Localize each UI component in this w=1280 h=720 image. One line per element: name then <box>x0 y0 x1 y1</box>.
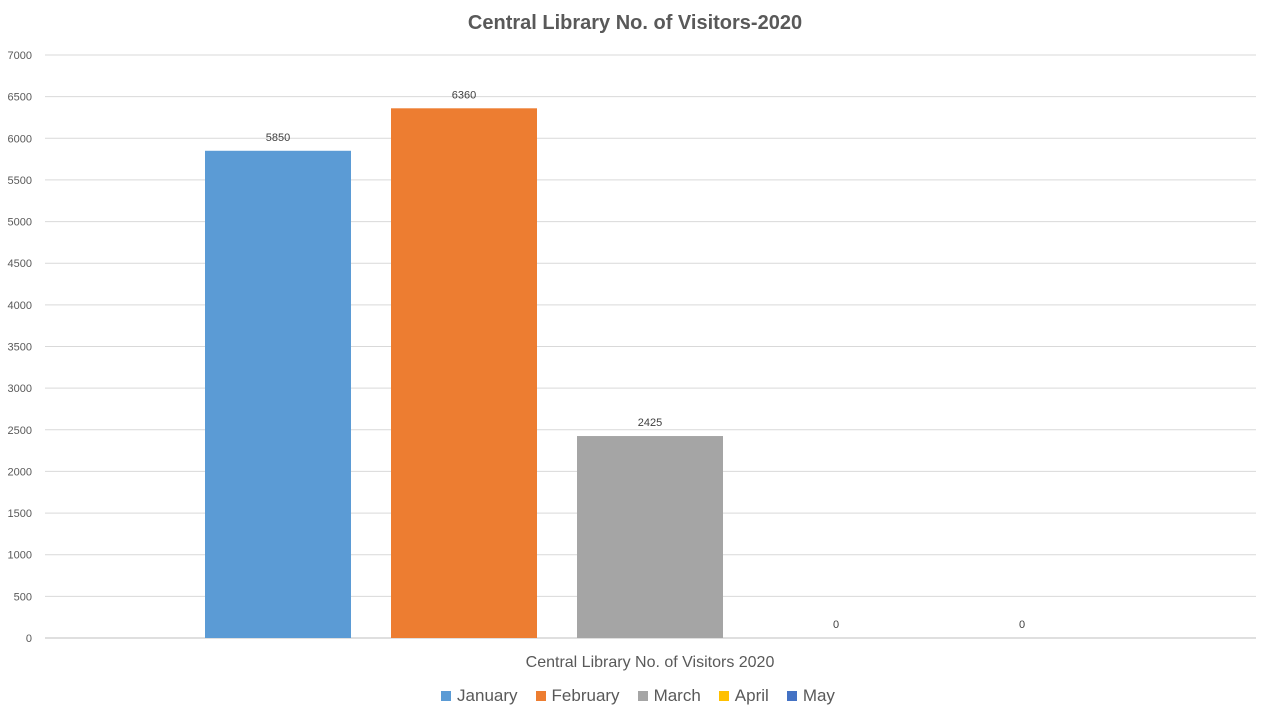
data-label-march: 2425 <box>638 417 662 429</box>
data-label-february: 6360 <box>452 89 476 101</box>
legend-label: January <box>457 686 518 705</box>
y-tick-label: 3000 <box>8 383 32 395</box>
y-tick-label: 5000 <box>8 217 32 229</box>
bar-january <box>205 150 351 638</box>
y-tick-label: 6500 <box>8 92 32 104</box>
legend-item-may: May <box>786 686 835 706</box>
y-tick-label: 1000 <box>8 550 32 562</box>
bar-february <box>391 108 537 638</box>
y-tick-label: 7000 <box>8 50 32 62</box>
y-tick-label: 5500 <box>8 175 32 187</box>
legend-item-april: April <box>718 686 769 706</box>
legend-item-march: March <box>637 686 701 706</box>
legend-label: May <box>802 686 835 705</box>
legend-swatch <box>786 691 797 701</box>
y-tick-label: 3500 <box>8 342 32 354</box>
chart-title: Central Library No. of Visitors-2020 <box>467 12 803 34</box>
data-label-may: 0 <box>1019 619 1025 631</box>
bar-march <box>577 436 723 638</box>
legend-label: March <box>653 686 701 705</box>
legend: January February March April May <box>0 686 1276 706</box>
y-tick-label: 4500 <box>8 258 32 270</box>
legend-swatch <box>718 691 729 701</box>
y-tick-label: 500 <box>14 591 32 603</box>
y-tick-label: 0 <box>26 633 32 645</box>
y-tick-label: 2500 <box>8 425 32 437</box>
legend-label: April <box>734 686 769 705</box>
y-tick-label: 2000 <box>8 466 32 478</box>
legend-swatch <box>637 691 648 701</box>
category-label: Central Library No. of Visitors 2020 <box>526 654 775 671</box>
legend-swatch <box>441 691 452 701</box>
legend-item-january: January <box>441 686 518 706</box>
legend-label: February <box>551 686 620 705</box>
y-tick-label: 4000 <box>8 300 32 312</box>
data-label-january: 5850 <box>266 132 290 144</box>
legend-swatch <box>535 691 546 701</box>
legend-item-february: February <box>535 686 620 706</box>
y-tick-label: 1500 <box>8 508 32 520</box>
data-label-april: 0 <box>833 619 839 631</box>
y-tick-label: 6000 <box>8 133 32 145</box>
